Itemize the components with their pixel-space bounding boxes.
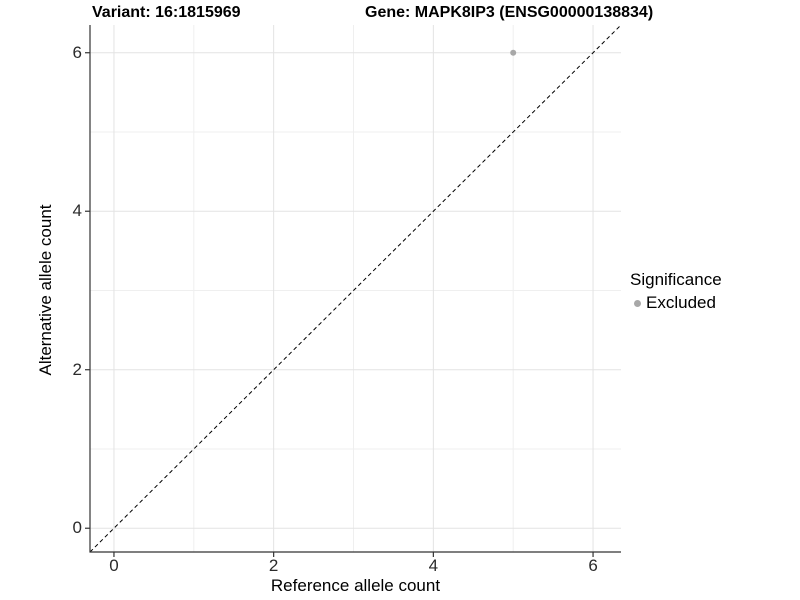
x-tick-label: 4 (428, 556, 439, 575)
y-axis-title: Alternative allele count (36, 204, 55, 376)
legend: Significance Excluded (630, 270, 722, 313)
x-axis-title: Reference allele count (270, 576, 441, 595)
y-tick-label: 0 (72, 518, 82, 538)
y-tick-label: 2 (72, 359, 82, 379)
x-tick-label: 6 (588, 556, 598, 575)
x-tick-label: 2 (268, 556, 279, 575)
legend-title: Significance (630, 270, 722, 289)
legend-item-excluded: Excluded (630, 293, 722, 313)
plot-title-gene: Gene: MAPK8IP3 (ENSG00000138834) (365, 4, 654, 21)
x-tick-label: 0 (109, 556, 119, 575)
y-tick-label: 4 (72, 201, 82, 221)
plot-title-variant: Variant: 16:1815969 (92, 4, 241, 21)
y-tick-label: 6 (72, 42, 82, 62)
data-point-excluded (510, 49, 517, 56)
legend-point-icon (634, 299, 641, 307)
identity-dashed-line (89, 24, 622, 553)
legend-item-label: Excluded (646, 293, 716, 312)
